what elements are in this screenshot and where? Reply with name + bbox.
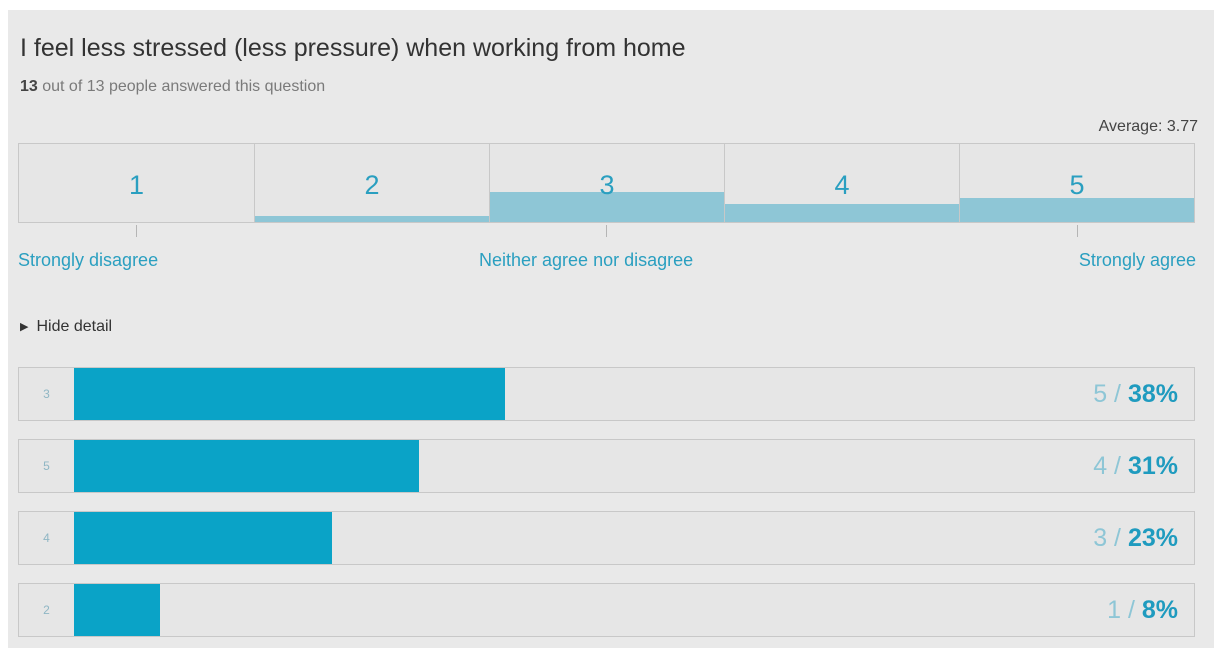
detail-row-count: 4: [1093, 452, 1108, 480]
detail-row-label: 2: [43, 603, 50, 617]
detail-row: 2 1 / 8%: [18, 583, 1195, 637]
detail-row-percent: 38%: [1127, 380, 1178, 408]
detail-row-value: 1 / 8%: [1107, 584, 1178, 636]
hide-detail-label: Hide detail: [36, 318, 113, 335]
detail-row-count: 1: [1107, 596, 1122, 624]
hide-detail-toggle[interactable]: ▶ Hide detail: [20, 318, 112, 336]
scale-number-2: 2: [364, 170, 380, 200]
question-title: I feel less stressed (less pressure) whe…: [20, 34, 686, 62]
detail-bar-3: [74, 368, 505, 420]
detail-row-separator: /: [1121, 596, 1142, 624]
detail-row-label: 5: [43, 459, 50, 473]
scale-tick-right: [1077, 225, 1078, 237]
triangle-right-icon: ▶: [20, 321, 29, 333]
detail-row: 4 3 / 23%: [18, 511, 1195, 565]
detail-row-count: 3: [1093, 524, 1108, 552]
scale-cell-5: 5: [959, 144, 1194, 222]
anchor-strongly-disagree: Strongly disagree: [18, 250, 159, 270]
scale-cell-4: 4: [724, 144, 959, 222]
question-panel: I feel less stressed (less pressure) whe…: [8, 10, 1214, 648]
detail-bar-4: [74, 512, 333, 564]
detail-bar-2: [74, 584, 161, 636]
rating-scale-chart: 1 2 3 4 5: [18, 143, 1195, 223]
scale-number-3: 3: [599, 170, 615, 200]
detail-row-separator: /: [1107, 452, 1128, 480]
detail-row-percent: 8%: [1141, 596, 1178, 624]
detail-row-percent: 31%: [1127, 452, 1178, 480]
scale-cell-3: 3: [489, 144, 724, 222]
detail-row: 3 5 / 38%: [18, 367, 1195, 421]
scale-fill-3: [490, 192, 724, 222]
detail-row-count: 5: [1093, 380, 1108, 408]
detail-row-value: 5 / 38%: [1093, 368, 1178, 420]
detail-row-value: 3 / 23%: [1093, 512, 1178, 564]
scale-number-5: 5: [1069, 170, 1085, 200]
answered-text: out of 13 people answered this question: [37, 78, 326, 95]
scale-cell-1: 1: [19, 144, 254, 222]
answered-count: 13: [20, 78, 38, 95]
detail-row-value: 4 / 31%: [1093, 440, 1178, 492]
detail-row-label: 3: [43, 387, 50, 401]
average-label: Average: 3.77: [1098, 118, 1198, 135]
anchor-neither: Neither agree nor disagree: [479, 250, 694, 270]
scale-cell-2: 2: [254, 144, 489, 222]
scale-number-4: 4: [834, 170, 850, 200]
detail-row-percent: 23%: [1127, 524, 1178, 552]
detail-row-separator: /: [1107, 380, 1128, 408]
detail-bar-5: [74, 440, 419, 492]
scale-tick-middle: [606, 225, 607, 237]
scale-fill-5: [960, 198, 1194, 222]
detail-row-separator: /: [1107, 524, 1128, 552]
scale-tick-left: [136, 225, 137, 237]
scale-fill-4: [725, 204, 959, 222]
scale-number-1: 1: [128, 170, 145, 200]
scale-fill-2: [255, 216, 489, 222]
answered-count-text: 13 out of 13 people answered this questi…: [20, 78, 325, 96]
detail-row: 5 4 / 31%: [18, 439, 1195, 493]
detail-row-label: 4: [43, 531, 50, 545]
anchor-strongly-agree: Strongly agree: [1078, 250, 1196, 270]
